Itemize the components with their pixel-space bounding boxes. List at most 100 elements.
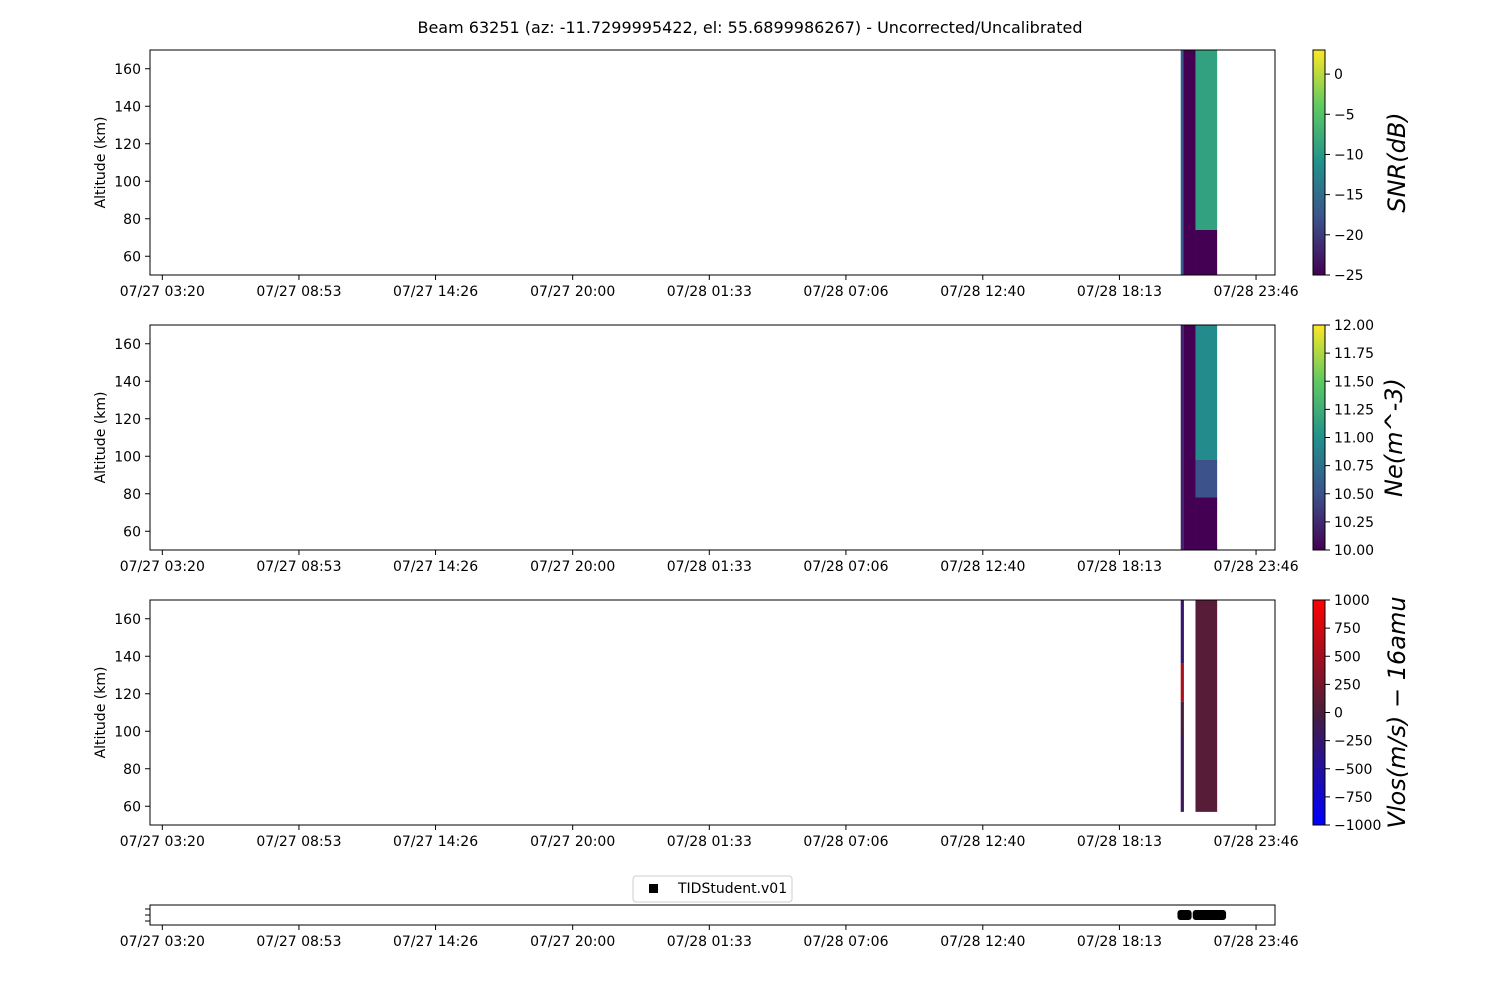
x-tick-label: 07/28 18:13 <box>1077 284 1162 300</box>
x-tick-label: 07/28 07:06 <box>803 284 888 300</box>
y-tick-label: 100 <box>114 449 141 465</box>
y-tick-label: 160 <box>114 337 141 353</box>
x-tick-label: 07/28 18:13 <box>1077 559 1162 575</box>
data-cell <box>1180 600 1184 664</box>
colorbar-tick-label: 10.50 <box>1334 487 1374 503</box>
y-axis-label: Altitude (km) <box>93 667 109 759</box>
y-tick-label: 80 <box>123 212 141 228</box>
event-marker <box>1192 910 1227 920</box>
colorbar-tick-label: −500 <box>1334 762 1372 778</box>
colorbar-tick-label: 11.25 <box>1334 402 1374 418</box>
data-cell <box>1183 325 1196 550</box>
x-tick-label: 07/27 20:00 <box>530 559 615 575</box>
x-tick-label: 07/28 01:33 <box>667 934 752 950</box>
axes-frame <box>149 599 1276 826</box>
x-tick-label: 07/28 07:06 <box>803 934 888 950</box>
event-marker <box>1177 910 1192 920</box>
x-tick-label: 07/27 08:53 <box>256 834 341 850</box>
y-tick-label: 80 <box>123 487 141 503</box>
y-tick-label: 60 <box>123 799 141 815</box>
colorbar-tick-label: −750 <box>1334 790 1372 806</box>
x-tick-label: 07/27 20:00 <box>530 284 615 300</box>
x-tick-label: 07/28 01:33 <box>667 559 752 575</box>
y-axis-label: Altitude (km) <box>93 392 109 484</box>
x-tick-label: 07/27 14:26 <box>393 284 478 300</box>
x-tick-label: 07/28 23:46 <box>1213 934 1298 950</box>
plots-area: 60 80 100 120 140 160 Altitude (km) 07/27 03:20… <box>93 49 1411 950</box>
legend-box <box>632 875 793 903</box>
y-tick-label: 120 <box>114 137 141 153</box>
data-cell <box>1195 497 1218 550</box>
x-tick-label: 07/27 03:20 <box>120 284 205 300</box>
x-tick-label: 07/28 07:06 <box>803 559 888 575</box>
x-tick-label: 07/28 01:33 <box>667 834 752 850</box>
y-tick-label: 120 <box>114 687 141 703</box>
colorbar-tick-label: 11.75 <box>1334 346 1374 362</box>
x-tick-label: 07/27 08:53 <box>256 284 341 300</box>
data-cell <box>1180 663 1184 702</box>
y-tick-label: 100 <box>114 724 141 740</box>
x-tick-label: 07/28 23:46 <box>1213 284 1298 300</box>
colorbar-tick-label: −20 <box>1334 228 1364 244</box>
data-cell <box>1195 460 1218 498</box>
y-tick-label: 140 <box>114 649 141 665</box>
data-cell <box>1195 230 1218 275</box>
colorbar-label: SNR(dB) <box>1383 112 1411 212</box>
legend-marker <box>649 884 658 893</box>
y-tick-label: 140 <box>114 374 141 390</box>
x-tick-label: 07/27 20:00 <box>530 934 615 950</box>
x-tick-label: 07/27 08:53 <box>256 934 341 950</box>
colorbar <box>1312 324 1326 551</box>
x-tick-label: 07/28 23:46 <box>1213 834 1298 850</box>
data-cell <box>1195 600 1218 812</box>
y-tick-label: 60 <box>123 524 141 540</box>
colorbar-tick-label: 750 <box>1334 621 1361 637</box>
y-tick-label: 60 <box>123 249 141 265</box>
y-tick-label: 160 <box>114 612 141 628</box>
figure-title: Beam 63251 (az: -11.7299995422, el: 55.6… <box>417 18 1082 37</box>
colorbar-tick-label: −25 <box>1334 268 1364 284</box>
x-tick-label: 07/28 12:40 <box>940 934 1025 950</box>
x-tick-label: 07/28 07:06 <box>803 834 888 850</box>
x-tick-label: 07/28 18:13 <box>1077 834 1162 850</box>
x-tick-label: 07/27 14:26 <box>393 559 478 575</box>
colorbar-tick-label: −250 <box>1334 734 1372 750</box>
axes-frame <box>149 49 1276 276</box>
colorbar-tick-label: 10.75 <box>1334 459 1374 475</box>
colorbar-tick-label: 10.00 <box>1334 543 1374 559</box>
colorbar-tick-label: −15 <box>1334 188 1364 204</box>
data-cell <box>1195 50 1218 230</box>
y-tick-label: 80 <box>123 762 141 778</box>
event-axes-frame <box>149 904 1276 926</box>
colorbar-tick-label: 11.50 <box>1334 374 1374 390</box>
x-tick-label: 07/27 14:26 <box>393 934 478 950</box>
colorbar <box>1312 599 1326 826</box>
x-tick-label: 07/27 03:20 <box>120 559 205 575</box>
colorbar-tick-label: 0 <box>1334 706 1343 722</box>
data-cell <box>1195 325 1218 460</box>
x-tick-label: 07/28 12:40 <box>940 559 1025 575</box>
data-cell <box>1180 735 1184 812</box>
colorbar-tick-label: 500 <box>1334 649 1361 665</box>
colorbar-tick-label: 10.25 <box>1334 515 1374 531</box>
colorbar-tick-label: 0 <box>1334 67 1343 83</box>
colorbar <box>1312 49 1326 276</box>
x-tick-label: 07/28 23:46 <box>1213 559 1298 575</box>
x-tick-label: 07/28 12:40 <box>940 834 1025 850</box>
colorbar-tick-label: 12.00 <box>1334 318 1374 334</box>
y-tick-label: 160 <box>114 62 141 78</box>
x-tick-label: 07/28 18:13 <box>1077 934 1162 950</box>
axes-frame <box>149 324 1276 551</box>
colorbar-tick-label: −10 <box>1334 147 1364 163</box>
data-cell <box>1180 50 1184 275</box>
y-axis-label: Altitude (km) <box>93 117 109 209</box>
colorbar-tick-label: 1000 <box>1334 593 1370 609</box>
data-cell <box>1183 50 1196 275</box>
x-tick-label: 07/27 03:20 <box>120 934 205 950</box>
colorbar-tick-label: −5 <box>1334 107 1355 123</box>
colorbar-label: Ne(m^-3) <box>1380 378 1408 497</box>
x-tick-label: 07/28 01:33 <box>667 284 752 300</box>
colorbar-tick-label: −1000 <box>1334 818 1381 834</box>
colorbar-tick-label: 11.00 <box>1334 431 1374 447</box>
